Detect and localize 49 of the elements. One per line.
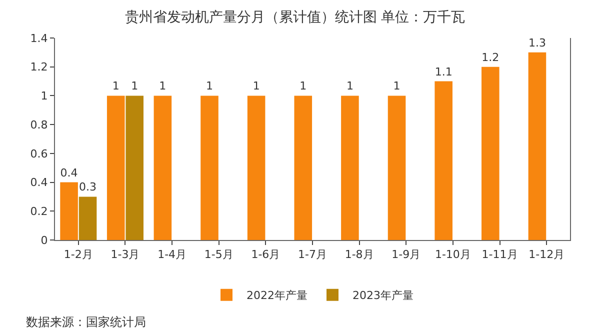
x-tick-label: 1-2月 — [64, 248, 93, 262]
bar — [294, 96, 312, 240]
y-tick-label: 0 — [40, 234, 48, 247]
x-tick-label: 1-3月 — [110, 248, 140, 262]
data-label: 1 — [346, 80, 354, 93]
y-tick-label: 1.4 — [30, 32, 48, 45]
bar — [60, 182, 78, 240]
bar — [154, 96, 172, 240]
chart-title: 贵州省发动机产量分月（累计值）统计图 单位：万千瓦 — [124, 9, 466, 26]
bar — [482, 66, 500, 240]
y-tick-label: 0.8 — [30, 118, 48, 132]
data-label: 1 — [112, 80, 120, 93]
x-tick-label: 1-11月 — [482, 248, 518, 262]
x-tick-label: 1-4月 — [158, 248, 187, 262]
x-tick-label: 1-9月 — [392, 248, 421, 262]
bar — [388, 96, 406, 240]
bar — [247, 96, 266, 240]
y-tick-label: 1.2 — [30, 60, 48, 74]
data-label: 1 — [159, 80, 166, 93]
data-label: 0.3 — [79, 180, 97, 194]
bar — [126, 96, 144, 240]
bar — [528, 52, 546, 240]
bar — [434, 81, 452, 240]
y-tick-label: 0.2 — [30, 204, 48, 218]
x-tick-label: 1-12月 — [528, 248, 565, 262]
bar — [200, 96, 218, 240]
y-tick-label: 0.4 — [30, 176, 48, 190]
data-label: 1.3 — [528, 36, 546, 50]
data-label: 0.4 — [60, 166, 78, 180]
bar — [341, 96, 359, 240]
data-label: 1 — [131, 80, 138, 93]
data-label: 1.2 — [482, 50, 500, 64]
data-label: 1 — [252, 80, 260, 93]
legend-label: 2023年产量 — [352, 289, 414, 302]
source-note: 数据来源：国家统计局 — [26, 315, 146, 329]
x-tick-label: 1-6月 — [251, 248, 280, 262]
bar — [106, 96, 125, 240]
data-label: 1 — [393, 80, 400, 93]
y-tick-label: 1 — [40, 90, 48, 103]
x-tick-label: 1-10月 — [434, 248, 471, 262]
data-label: 1.1 — [434, 65, 452, 78]
x-tick-label: 1-7月 — [298, 248, 327, 262]
data-label: 1 — [206, 80, 213, 93]
data-label: 1 — [300, 80, 307, 93]
x-tick-label: 1-5月 — [204, 248, 234, 262]
legend-label: 2022年产量 — [246, 289, 308, 302]
bar — [78, 196, 97, 240]
y-tick-label: 0.6 — [30, 147, 48, 160]
x-tick-label: 1-8月 — [344, 248, 374, 262]
